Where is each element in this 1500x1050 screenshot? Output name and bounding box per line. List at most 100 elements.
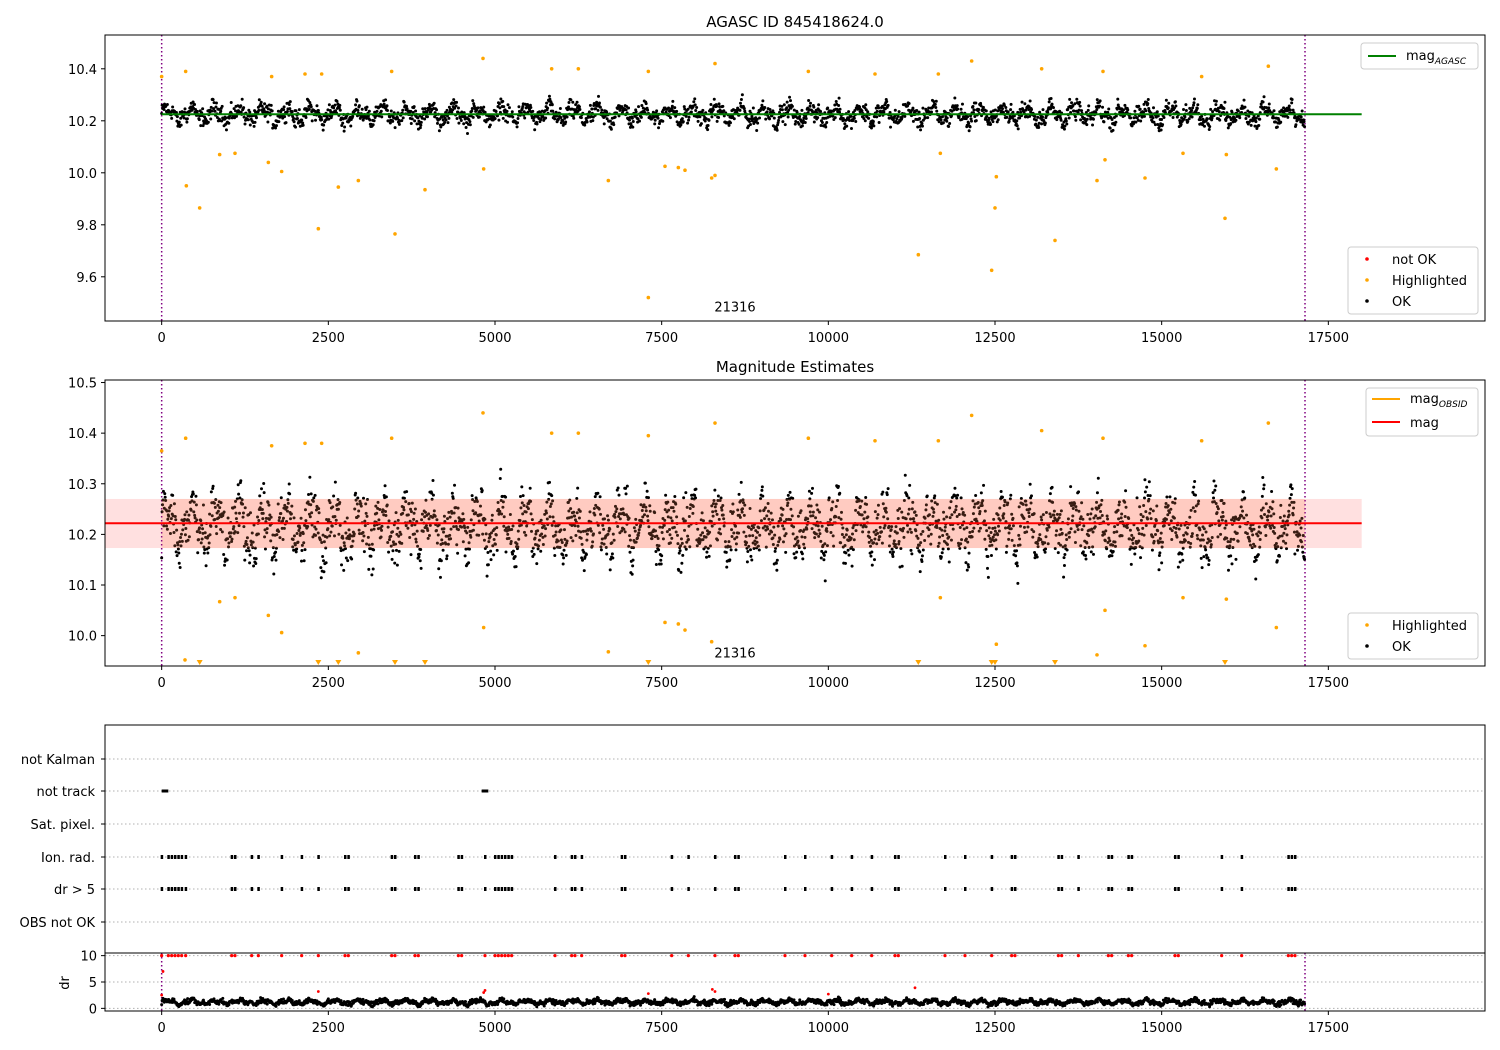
ok-point	[447, 116, 451, 120]
ok-point	[350, 557, 354, 561]
ok-point	[1085, 117, 1089, 121]
ok-point	[809, 101, 813, 105]
ok-point	[941, 121, 945, 125]
ok-point	[539, 549, 543, 553]
ok-point	[270, 109, 274, 113]
highlighted-point	[1039, 67, 1044, 71]
ok-point	[1201, 117, 1205, 121]
ok-point	[414, 109, 418, 113]
ok-point	[1184, 108, 1188, 112]
ok-point	[1166, 106, 1170, 110]
ok-point	[760, 488, 764, 492]
legend-label-highlighted: Highlighted	[1392, 274, 1467, 289]
ok-point	[1015, 124, 1019, 128]
ok-point	[301, 121, 305, 125]
ok-point	[300, 118, 304, 122]
ok-point	[528, 486, 532, 490]
ok-point	[1238, 116, 1242, 120]
ok-point	[1129, 562, 1133, 566]
ok-point	[506, 103, 510, 107]
ok-point	[292, 117, 296, 121]
ok-point	[785, 100, 789, 104]
ok-point	[364, 108, 368, 112]
ok-point	[409, 553, 413, 557]
ok-point	[553, 554, 557, 558]
x-tick-label: 0	[158, 331, 166, 346]
ok-point	[224, 116, 228, 120]
y-tick-label: 9.6	[76, 271, 97, 286]
ok-point	[565, 115, 569, 119]
ok-point	[986, 575, 990, 579]
ok-point	[416, 116, 420, 120]
ok-point	[768, 117, 772, 121]
ok-point	[431, 493, 435, 497]
highlighted-point	[994, 174, 999, 179]
ok-point	[591, 119, 595, 123]
ok-point	[755, 129, 759, 133]
ok-point	[179, 116, 183, 120]
ok-point	[377, 114, 381, 118]
ok-point	[170, 116, 174, 120]
ok-point	[746, 550, 750, 554]
ok-point	[441, 118, 445, 122]
ok-point	[1066, 108, 1070, 112]
ok-point	[979, 491, 983, 495]
ok-point	[739, 97, 743, 101]
ok-point	[716, 494, 720, 498]
ok-point	[775, 128, 779, 132]
ok-point	[678, 549, 682, 553]
ok-point	[955, 104, 959, 108]
ok-point	[860, 109, 864, 113]
ok-point	[972, 108, 976, 112]
ok-point	[728, 558, 732, 562]
ok-point	[327, 103, 331, 107]
ok-point	[1210, 116, 1214, 120]
ok-point	[576, 109, 580, 113]
ok-point	[412, 105, 416, 109]
ok-point	[1213, 488, 1217, 492]
ok-point	[577, 105, 581, 109]
highlighted-point	[663, 164, 667, 169]
ok-point	[1077, 490, 1081, 494]
ok-point	[223, 563, 227, 567]
ok-point	[1062, 127, 1066, 131]
ok-point	[334, 109, 338, 113]
ok-point	[254, 562, 258, 566]
ok-point	[445, 554, 449, 558]
ok-point	[1035, 555, 1039, 559]
ok-point	[458, 116, 462, 120]
ok-point	[1126, 108, 1130, 112]
ok-point	[896, 114, 900, 118]
ok-point	[788, 95, 792, 99]
ok-point	[1192, 101, 1196, 105]
ok-point	[710, 115, 714, 119]
ok-point	[504, 495, 508, 499]
ok-point	[1047, 100, 1051, 104]
ok-point	[175, 119, 179, 123]
ok-point	[214, 101, 218, 105]
ok-point	[974, 493, 978, 497]
ok-point	[729, 548, 733, 552]
ok-point	[654, 563, 658, 567]
ok-point	[591, 115, 595, 119]
ok-point	[285, 109, 289, 113]
ok-point	[321, 555, 325, 559]
ok-point	[1071, 103, 1075, 107]
ok-point	[1222, 106, 1226, 110]
ok-point	[827, 496, 831, 500]
ok-point	[869, 554, 873, 558]
ok-point	[713, 488, 717, 492]
ok-point	[637, 105, 641, 109]
ok-point	[653, 122, 657, 126]
ok-point	[1134, 120, 1138, 124]
ok-point	[220, 119, 224, 123]
ok-point	[953, 96, 957, 100]
ok-point	[979, 104, 983, 108]
ok-point	[584, 552, 588, 556]
ok-point	[1030, 107, 1034, 111]
ok-point	[639, 115, 643, 119]
ok-point	[485, 574, 489, 578]
legend-marker-not-ok	[1365, 257, 1369, 261]
ok-point	[783, 123, 787, 127]
